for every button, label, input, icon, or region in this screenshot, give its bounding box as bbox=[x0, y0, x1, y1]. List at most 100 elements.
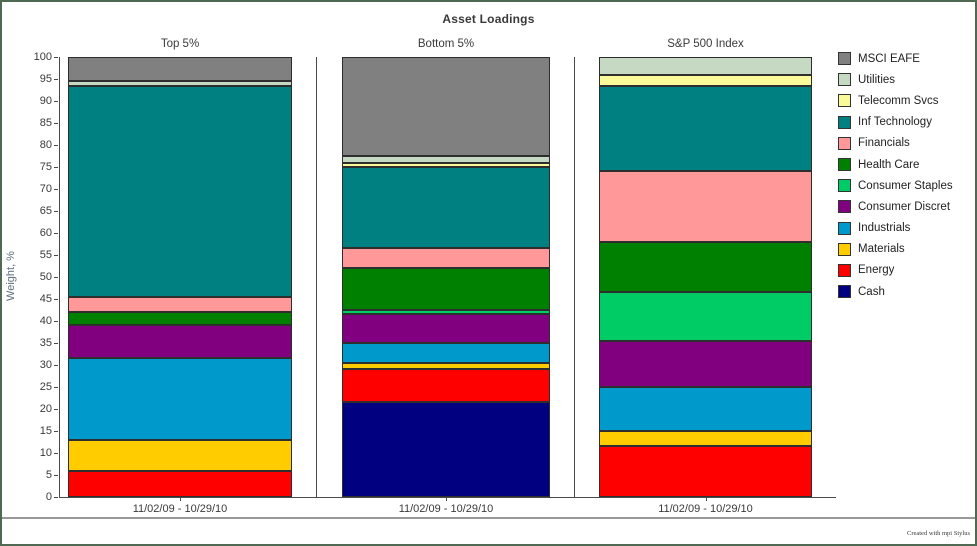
y-tick-label-35: 35 bbox=[39, 337, 52, 349]
y-tick-label-60: 60 bbox=[39, 227, 52, 239]
y-tick-mark-35 bbox=[54, 343, 58, 344]
bar-segment-consumer-staples bbox=[599, 292, 812, 341]
y-tick-mark-55 bbox=[54, 255, 58, 256]
bar-segment-industrials bbox=[68, 358, 292, 440]
legend-item-consumer-discret: Consumer Discret bbox=[838, 196, 953, 217]
bar-segment-financials bbox=[68, 296, 292, 313]
y-tick-mark-85 bbox=[54, 123, 58, 124]
legend-swatch-telecomm-svcs bbox=[838, 94, 851, 108]
legend-label-health-care: Health Care bbox=[858, 158, 920, 171]
bar-segment-energy bbox=[599, 446, 812, 497]
legend-item-financials: Financials bbox=[838, 133, 953, 154]
legend-item-telecomm-svcs: Telecomm Svcs bbox=[838, 90, 953, 111]
legend-swatch-financials bbox=[838, 136, 851, 150]
y-tick-label-90: 90 bbox=[39, 95, 52, 107]
legend-label-industrials: Industrials bbox=[858, 222, 911, 235]
legend-swatch-msci-eafe bbox=[838, 52, 851, 66]
x-tick-mark-panel-1 bbox=[180, 497, 181, 501]
y-tick-mark-25 bbox=[54, 387, 58, 388]
y-tick-label-10: 10 bbox=[39, 447, 52, 459]
panel-title-bottom-5-: Bottom 5% bbox=[417, 38, 475, 50]
legend-swatch-industrials bbox=[838, 221, 851, 235]
stacked-bar-top-5- bbox=[68, 57, 292, 497]
bar-segment-health-care bbox=[599, 241, 812, 293]
legend-swatch-consumer-staples bbox=[838, 179, 851, 193]
y-tick-mark-75 bbox=[54, 167, 58, 168]
legend-label-inf-technology: Inf Technology bbox=[858, 116, 932, 129]
y-tick-mark-65 bbox=[54, 211, 58, 212]
y-tick-label-5: 5 bbox=[45, 469, 52, 481]
legend-swatch-health-care bbox=[838, 158, 851, 172]
legend-label-consumer-discret: Consumer Discret bbox=[858, 200, 951, 213]
y-tick-label-75: 75 bbox=[39, 161, 52, 173]
y-tick-mark-40 bbox=[54, 321, 58, 322]
x-tick-mark-panel-3 bbox=[705, 497, 707, 501]
legend-swatch-utilities bbox=[838, 73, 851, 87]
legend-item-utilities: Utilities bbox=[838, 69, 953, 90]
y-tick-mark-30 bbox=[54, 365, 58, 366]
bar-segment-health-care bbox=[68, 312, 292, 326]
bar-segment-materials bbox=[342, 362, 550, 370]
legend-label-financials: Financials bbox=[858, 137, 910, 150]
bar-segment-telecomm-svcs bbox=[599, 74, 812, 86]
legend-label-msci-eafe: MSCI EAFE bbox=[858, 52, 920, 65]
bar-segment-inf-technology bbox=[68, 85, 292, 297]
legend-item-industrials: Industrials bbox=[838, 218, 953, 239]
y-tick-label-15: 15 bbox=[39, 425, 52, 437]
legend-swatch-consumer-discret bbox=[838, 200, 851, 214]
bar-segment-energy bbox=[68, 470, 292, 497]
legend-label-cash: Cash bbox=[858, 285, 885, 298]
y-tick-label-45: 45 bbox=[39, 293, 52, 305]
y-tick-mark-90 bbox=[54, 101, 58, 102]
y-tick-label-55: 55 bbox=[39, 249, 52, 261]
bar-segment-utilities bbox=[342, 156, 550, 163]
legend-item-inf-technology: Inf Technology bbox=[838, 112, 953, 133]
bar-segment-utilities bbox=[599, 57, 812, 75]
footer-credit-text: Created with mpi Stylus bbox=[906, 530, 970, 537]
y-tick-mark-10 bbox=[54, 453, 58, 454]
legend-label-utilities: Utilities bbox=[858, 73, 896, 86]
y-tick-label-80: 80 bbox=[39, 139, 52, 151]
panel-2-x-spine bbox=[316, 497, 578, 498]
y-tick-label-50: 50 bbox=[39, 271, 52, 283]
bar-segment-telecomm-svcs bbox=[342, 162, 550, 167]
y-tick-mark-50 bbox=[54, 277, 58, 278]
panel-1-y-spine bbox=[59, 57, 60, 498]
legend-item-health-care: Health Care bbox=[838, 154, 953, 175]
stacked-bar-bottom-5- bbox=[342, 57, 550, 497]
y-tick-label-25: 25 bbox=[39, 381, 52, 393]
bar-segment-inf-technology bbox=[342, 166, 550, 249]
y-tick-label-65: 65 bbox=[39, 205, 52, 217]
legend-swatch-inf-technology bbox=[838, 115, 851, 129]
x-tick-label-panel-2: 11/02/09 - 10/29/10 bbox=[398, 503, 494, 515]
y-tick-label-85: 85 bbox=[39, 117, 52, 129]
panel-3-y-spine bbox=[574, 57, 575, 498]
bar-segment-energy bbox=[342, 369, 550, 403]
legend-swatch-cash bbox=[838, 285, 851, 299]
y-tick-mark-15 bbox=[54, 431, 58, 432]
y-tick-label-40: 40 bbox=[39, 315, 52, 327]
legend-item-energy: Energy bbox=[838, 260, 953, 281]
bar-segment-msci-eafe bbox=[342, 57, 550, 156]
y-tick-mark-60 bbox=[54, 233, 58, 234]
bar-segment-msci-eafe bbox=[68, 57, 292, 82]
footer-divider bbox=[2, 517, 975, 519]
legend-label-telecomm-svcs: Telecomm Svcs bbox=[858, 94, 939, 107]
bar-segment-cash bbox=[342, 402, 550, 497]
x-tick-label-panel-3: 11/02/09 - 10/29/10 bbox=[658, 503, 753, 515]
legend-item-consumer-staples: Consumer Staples bbox=[838, 175, 953, 196]
bar-segment-consumer-discret bbox=[342, 314, 550, 343]
legend-item-msci-eafe: MSCI EAFE bbox=[838, 48, 953, 69]
y-tick-mark-45 bbox=[54, 299, 58, 300]
y-tick-label-95: 95 bbox=[39, 73, 52, 85]
y-tick-mark-70 bbox=[54, 189, 58, 190]
y-tick-mark-95 bbox=[54, 79, 58, 80]
panel-title-top-5-: Top 5% bbox=[160, 38, 200, 50]
y-tick-mark-80 bbox=[54, 145, 58, 146]
panel-title-s-p-500-index: S&P 500 Index bbox=[667, 38, 744, 50]
legend-item-cash: Cash bbox=[838, 281, 953, 302]
x-tick-mark-panel-2 bbox=[446, 497, 447, 501]
y-tick-label-20: 20 bbox=[39, 403, 52, 415]
y-tick-label-100: 100 bbox=[33, 51, 52, 63]
